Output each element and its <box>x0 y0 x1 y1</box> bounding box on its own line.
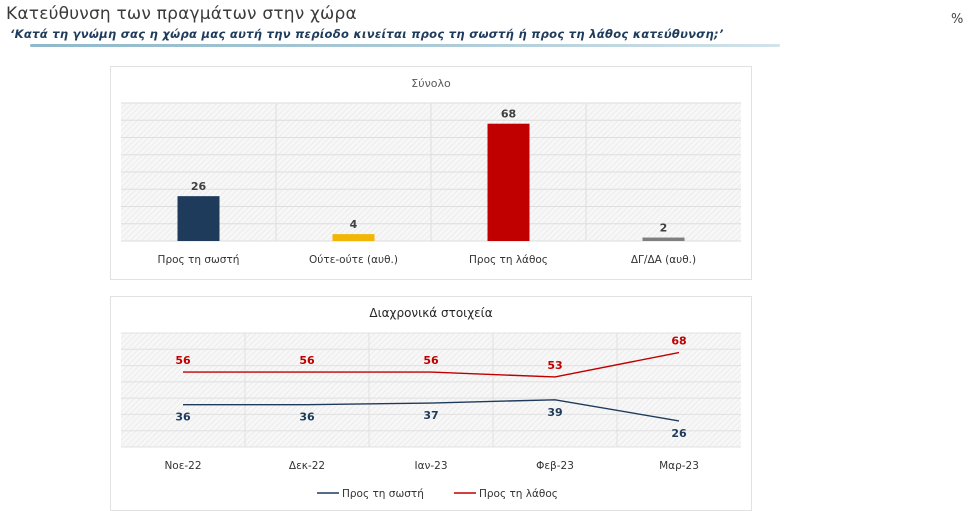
bar-data-label: 26 <box>191 180 207 193</box>
legend-entry: Προς τη σωστή <box>342 488 424 500</box>
page-title: Κατεύθυνση των πραγμάτων στην χώρα <box>6 4 357 24</box>
x-tick-label: Φεβ-23 <box>536 460 574 472</box>
bar <box>487 123 530 241</box>
series-line-0 <box>183 399 680 422</box>
x-tick-label: Ιαν-23 <box>414 460 447 472</box>
x-tick-label: Νοε-22 <box>164 460 201 472</box>
bar-data-label: 68 <box>501 108 516 121</box>
line-data-label: 68 <box>671 335 686 348</box>
page-subtitle: ‘Κατά τη γνώμη σας η χώρα μας αυτή την π… <box>10 27 724 41</box>
bar <box>177 196 220 241</box>
line-chart-title: Διαχρονικά στοιχεία <box>369 306 492 320</box>
line-data-label: 37 <box>423 409 438 422</box>
bar-data-label: 4 <box>350 218 358 231</box>
line-data-label: 36 <box>175 411 191 424</box>
bar <box>642 237 685 241</box>
line-chart-panel: Διαχρονικά στοιχεία Νοε-22 Δεκ-22 Ιαν-23 Φεβ… <box>110 296 752 511</box>
x-tick-label: Ούτε-ούτε (αυθ.) <box>309 254 398 266</box>
x-tick-label: ΔΓ/ΔΑ (αυθ.) <box>631 254 696 266</box>
bar-chart-panel: Σύνολο 26 Προς τη σωστή 4 Ούτε-ούτε (αυθ.) 68… <box>110 66 752 280</box>
line-data-label: 56 <box>423 354 439 367</box>
line-chart: Διαχρονικά στοιχεία Νοε-22 Δεκ-22 Ιαν-23 Φεβ… <box>121 306 741 500</box>
x-tick-label: Δεκ-22 <box>289 460 325 472</box>
bar-chart-title: Σύνολο <box>411 77 451 90</box>
x-tick-label: Προς τη σωστή <box>158 254 240 266</box>
line-data-label: 56 <box>175 354 191 367</box>
line-data-label: 53 <box>547 359 562 372</box>
bar <box>332 234 375 241</box>
line-data-label: 56 <box>299 354 315 367</box>
legend-entry: Προς τη λάθος <box>479 488 558 500</box>
subtitle-underline <box>30 44 780 47</box>
x-tick-label: Προς τη λάθος <box>469 254 548 266</box>
line-plot-area <box>121 333 741 447</box>
series-line-1 <box>183 351 680 378</box>
line-data-label: 36 <box>299 411 315 424</box>
unit-label: % <box>951 12 964 27</box>
bar-data-label: 2 <box>660 222 668 235</box>
bar-chart: Σύνολο 26 Προς τη σωστή 4 Ούτε-ούτε (αυθ.) 68… <box>121 77 741 266</box>
line-data-label: 26 <box>671 427 687 440</box>
line-data-label: 39 <box>547 406 562 419</box>
x-tick-label: Μαρ-23 <box>659 460 699 472</box>
